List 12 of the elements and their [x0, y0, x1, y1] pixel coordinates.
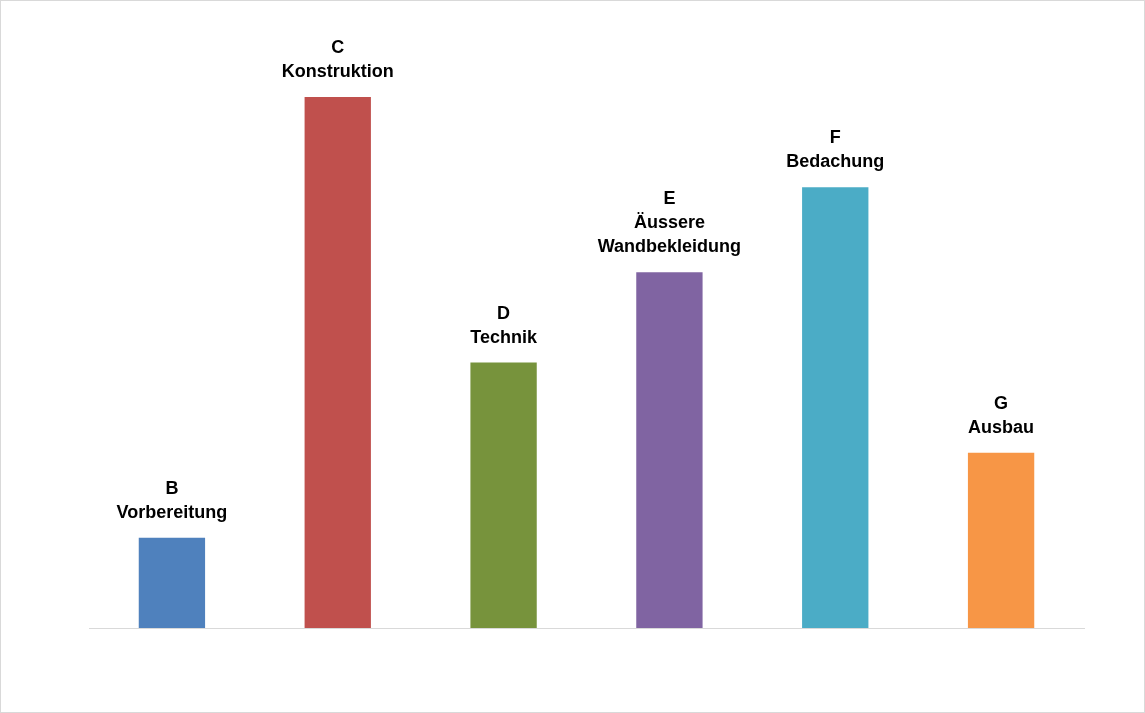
- x-tick-label: D Technik: [470, 302, 538, 347]
- bar: [470, 362, 537, 628]
- bar: [967, 452, 1035, 628]
- bar: [138, 537, 206, 628]
- x-tick-label: C Konstruktion: [281, 37, 394, 81]
- bar: [636, 272, 703, 628]
- x-tick-label: G Ausbau: [968, 392, 1035, 437]
- x-tick-label: F Bedachung: [786, 127, 885, 172]
- bar: [304, 97, 371, 628]
- x-tick-label: B Vorbereitung: [116, 477, 228, 522]
- x-tick-label: E Äussere Wandbekleidung: [597, 188, 742, 257]
- bar: [802, 187, 869, 628]
